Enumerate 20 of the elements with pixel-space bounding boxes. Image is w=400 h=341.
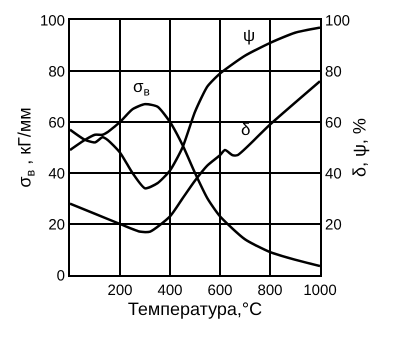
x-tick-label: 800 xyxy=(257,282,283,299)
y-tick-label: 0 xyxy=(56,267,65,284)
y2-tick-label: 80 xyxy=(325,63,342,80)
y-tick-label: 80 xyxy=(48,63,65,80)
y2-axis-title: δ, ψ, % xyxy=(350,118,370,177)
y-tick-label: 60 xyxy=(48,114,65,132)
y2-tick-label: 40 xyxy=(325,165,342,182)
y-tick-label: 40 xyxy=(48,165,65,182)
y2-tick-label: 60 xyxy=(325,114,342,132)
y2-tick-label: 20 xyxy=(325,216,342,234)
y-tick-label: 100 xyxy=(40,12,65,30)
x-tick-label: 600 xyxy=(207,282,233,299)
series-label: σ$_{в}$ xyxy=(133,77,150,99)
series-label: ψ xyxy=(243,26,256,45)
y-tick-label: 20 xyxy=(48,216,65,234)
y2-tick-label: 100 xyxy=(325,12,350,30)
x-tick-label: 400 xyxy=(157,282,183,299)
x-axis-title: Температура,°С xyxy=(128,299,262,319)
x-tick-label: 200 xyxy=(107,282,133,299)
x-tick-label: 1000 xyxy=(303,282,337,299)
